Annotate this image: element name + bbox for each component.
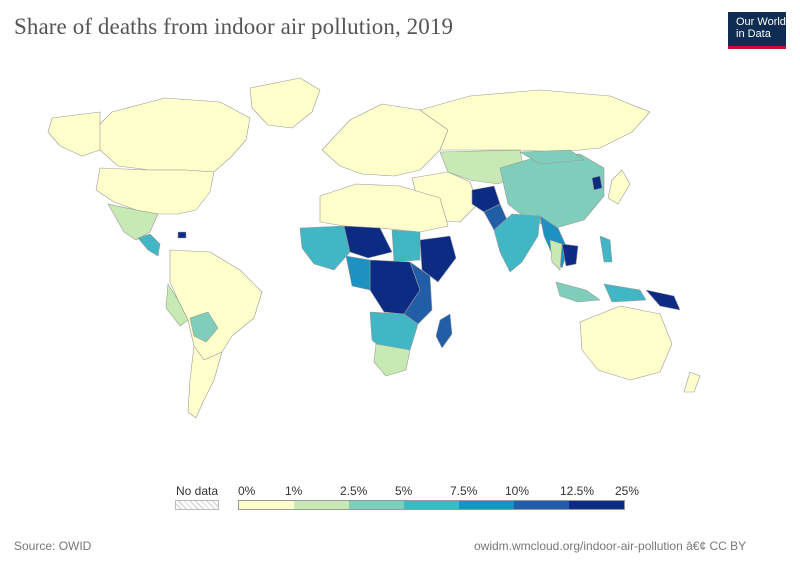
legend-tick-label: 12.5% bbox=[560, 484, 595, 498]
north-africa bbox=[319, 183, 449, 233]
mexico bbox=[107, 203, 159, 241]
legend-bin-0 bbox=[239, 501, 294, 509]
canada bbox=[97, 97, 251, 173]
india bbox=[493, 213, 541, 273]
bolivia bbox=[189, 311, 219, 343]
legend-tick-label: 25% bbox=[615, 484, 640, 498]
legend: No data 0% 1% 2.5% 5% 7.5% 10% 12.5% 25% bbox=[0, 478, 800, 518]
legend-tick-label: 0% bbox=[238, 484, 256, 498]
new-zealand bbox=[683, 371, 701, 393]
legend-bin-2 bbox=[349, 501, 404, 509]
indonesia-east bbox=[603, 283, 647, 303]
west-africa bbox=[299, 225, 351, 271]
central-america bbox=[137, 233, 161, 257]
north-korea bbox=[591, 175, 603, 191]
south-america-north bbox=[169, 249, 263, 361]
legend-tick-label: 5% bbox=[395, 484, 413, 498]
legend-tick-label: 7.5% bbox=[450, 484, 478, 498]
legend-bin-4 bbox=[459, 501, 514, 509]
thailand bbox=[549, 239, 563, 271]
peru bbox=[165, 283, 189, 327]
indonesia bbox=[555, 281, 601, 303]
logo-accent-bar bbox=[728, 46, 786, 49]
sahel bbox=[343, 225, 393, 259]
central-africa-west bbox=[345, 255, 371, 291]
cambodia-laos bbox=[561, 243, 579, 267]
mongolia bbox=[519, 149, 585, 165]
world-map[interactable] bbox=[0, 60, 800, 475]
legend-color-scale bbox=[238, 500, 625, 510]
australia bbox=[579, 305, 673, 381]
legend-bin-3 bbox=[404, 501, 459, 509]
logo-line-1: Our World bbox=[736, 16, 786, 28]
south-america-south bbox=[187, 345, 223, 419]
japan bbox=[607, 169, 631, 205]
russia bbox=[419, 89, 651, 153]
horn-of-africa bbox=[419, 235, 457, 283]
legend-bin-1 bbox=[294, 501, 349, 509]
papua-new-guinea bbox=[645, 289, 681, 311]
philippines bbox=[599, 235, 613, 263]
madagascar bbox=[435, 313, 453, 349]
legend-bin-6 bbox=[569, 501, 624, 509]
sudan bbox=[391, 229, 421, 263]
legend-no-data-label: No data bbox=[176, 484, 219, 498]
legend-bin-5 bbox=[514, 501, 569, 509]
south-africa bbox=[373, 343, 411, 377]
united-states bbox=[95, 167, 215, 215]
haiti bbox=[177, 231, 187, 239]
alaska bbox=[47, 111, 101, 157]
logo-line-2: in Data bbox=[736, 28, 771, 40]
chart-title: Share of deaths from indoor air pollutio… bbox=[14, 14, 454, 39]
footer-url[interactable]: owidm.wmcloud.org/indoor-air-pollution â… bbox=[474, 539, 747, 553]
source-text: Source: OWID bbox=[14, 539, 92, 553]
greenland bbox=[249, 77, 321, 129]
legend-tick-label: 10% bbox=[505, 484, 530, 498]
legend-tick-label: 1% bbox=[285, 484, 303, 498]
legend-no-data-swatch bbox=[175, 500, 219, 510]
owid-logo[interactable]: Our World in Data bbox=[728, 12, 786, 49]
legend-tick-label: 2.5% bbox=[340, 484, 368, 498]
